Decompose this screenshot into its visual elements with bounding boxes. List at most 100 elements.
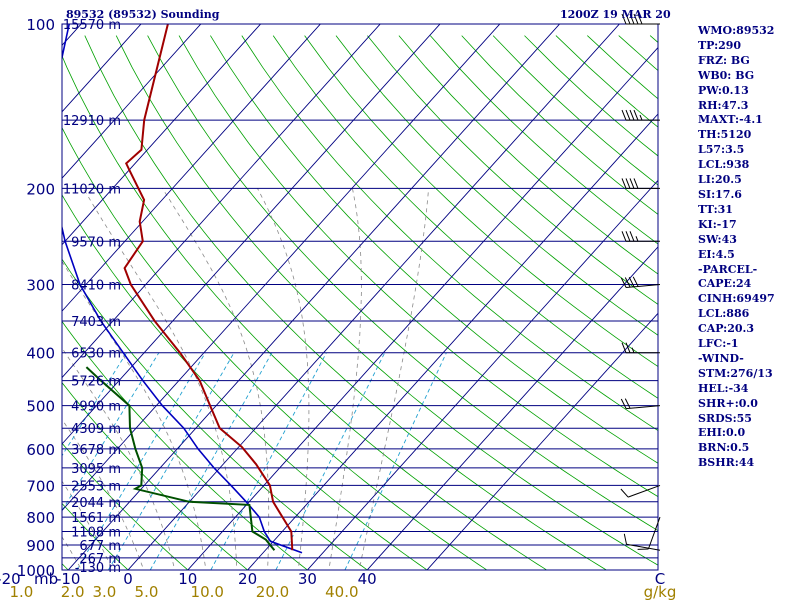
index-item: LFC:-1 bbox=[698, 337, 739, 351]
station-title: 89532 (89532) Sounding bbox=[66, 8, 220, 21]
index-item: RH:47.3 bbox=[698, 98, 749, 112]
dry-adiabat bbox=[84, 35, 608, 570]
parcel-trace bbox=[62, 24, 303, 554]
index-item: SHR+:0.0 bbox=[698, 396, 758, 410]
moist-adiabat bbox=[257, 188, 310, 570]
mixing-ratio-label: 3.0 bbox=[92, 583, 116, 600]
pressure-tick-label: 200 bbox=[26, 180, 55, 198]
wind-barb bbox=[637, 516, 661, 550]
mixing-ratio-line bbox=[62, 352, 127, 457]
temperature-unit-label: C bbox=[655, 570, 665, 588]
index-item: CAP:20.3 bbox=[698, 322, 755, 336]
wind-barb bbox=[621, 342, 661, 354]
pressure-tick-label: 500 bbox=[26, 398, 55, 416]
height-label: 2044 m bbox=[71, 496, 121, 511]
isotherm bbox=[62, 24, 142, 113]
index-item: STM:276/13 bbox=[698, 366, 773, 380]
mixing-ratio-label: 5.0 bbox=[135, 583, 159, 600]
isotherm bbox=[62, 24, 381, 379]
pressure-tick-label: 600 bbox=[26, 441, 55, 459]
index-item: SRDS:55 bbox=[698, 411, 752, 425]
height-label: 3678 m bbox=[71, 443, 121, 458]
isotherm bbox=[426, 312, 658, 570]
temperature-tick-label: 0 bbox=[123, 570, 133, 588]
wind-barbs bbox=[620, 13, 661, 551]
index-item: TH:5120 bbox=[698, 128, 752, 142]
index-item: PW:0.13 bbox=[698, 83, 749, 97]
moist-adiabat bbox=[328, 188, 362, 570]
moist-adiabat bbox=[62, 418, 145, 570]
dry-adiabat bbox=[335, 35, 658, 336]
index-item: LI:20.5 bbox=[698, 173, 742, 187]
pressure-unit-label: mb bbox=[34, 570, 58, 588]
index-item: L57:3.5 bbox=[698, 143, 745, 157]
index-item: WMO:89532 bbox=[698, 24, 775, 37]
moist-adiabat bbox=[0, 188, 28, 581]
isotherm bbox=[366, 246, 658, 570]
temperature-tick-label: 10 bbox=[178, 570, 197, 588]
temperature-tick-label: -10 bbox=[56, 570, 81, 588]
mixing-ratio-line bbox=[107, 352, 235, 570]
mixing-ratio-unit-label: g/kg bbox=[644, 583, 677, 600]
wind-barb bbox=[621, 231, 661, 242]
index-item: -PARCEL- bbox=[698, 262, 758, 276]
height-label: 1108 m bbox=[71, 525, 121, 540]
index-item: EI:4.5 bbox=[698, 247, 735, 261]
dry-adiabat bbox=[62, 126, 488, 570]
pressure-tick-label: 300 bbox=[26, 277, 55, 295]
height-label: 1561 m bbox=[71, 511, 121, 526]
temperature-profile bbox=[123, 24, 294, 551]
dry-adiabat bbox=[62, 54, 548, 570]
dry-adiabat bbox=[115, 35, 658, 566]
height-label: 15570 m bbox=[63, 18, 121, 33]
dry-adiabat bbox=[178, 35, 658, 498]
mixing-ratio-label: 2.0 bbox=[61, 583, 85, 600]
dry-adiabat bbox=[272, 35, 658, 399]
temperature-tick-label: 30 bbox=[298, 570, 317, 588]
temperature-tick-label: 40 bbox=[358, 570, 377, 588]
index-item: MAXT:-4.1 bbox=[698, 113, 763, 127]
isotherm bbox=[306, 179, 658, 570]
height-label: 3095 m bbox=[71, 462, 121, 477]
index-item: KI:-17 bbox=[698, 217, 737, 231]
wind-barb bbox=[620, 276, 661, 288]
isotherm bbox=[62, 24, 202, 179]
moist-adiabat bbox=[358, 188, 429, 570]
dry-adiabat bbox=[304, 35, 658, 367]
mixing-ratio-line bbox=[210, 352, 327, 570]
height-label: 4309 m bbox=[71, 422, 121, 437]
index-item: BRN:0.5 bbox=[698, 441, 750, 455]
height-label: 9570 m bbox=[71, 235, 121, 250]
wind-barb bbox=[621, 13, 660, 25]
pressure-tick-label: 700 bbox=[26, 477, 55, 495]
mixing-ratio-line bbox=[0, 353, 25, 570]
height-label: 11020 m bbox=[63, 182, 121, 197]
dry-adiabat bbox=[62, 502, 129, 570]
isotherm bbox=[62, 24, 322, 312]
grid-layer bbox=[0, 24, 658, 581]
height-label: 8410 m bbox=[71, 279, 121, 294]
dry-adiabat bbox=[241, 35, 658, 432]
wind-barb bbox=[623, 533, 661, 551]
plot-frame bbox=[61, 23, 659, 571]
index-item: TP:290 bbox=[698, 38, 742, 52]
index-item: SW:43 bbox=[698, 232, 737, 246]
index-item: CINH:69497 bbox=[698, 292, 775, 306]
pressure-tick-label: 100 bbox=[26, 16, 55, 34]
height-label: 677 m bbox=[79, 539, 121, 554]
index-item: WB0: BG bbox=[698, 68, 755, 82]
index-item: EHI:0.0 bbox=[698, 426, 746, 440]
wind-barb bbox=[621, 178, 661, 189]
isotherm bbox=[62, 24, 262, 246]
index-item: LCL:938 bbox=[698, 158, 750, 172]
mixing-ratio-line bbox=[344, 352, 447, 570]
mixing-ratio-line bbox=[76, 352, 206, 570]
height-label: 6530 m bbox=[71, 347, 121, 362]
pressure-tick-label: 900 bbox=[26, 537, 55, 555]
pressure-tick-label: 400 bbox=[26, 345, 55, 363]
temperature-tick-label: 20 bbox=[238, 570, 257, 588]
pressure-tick-label: 1000 bbox=[17, 562, 55, 580]
isotherm bbox=[187, 46, 658, 570]
